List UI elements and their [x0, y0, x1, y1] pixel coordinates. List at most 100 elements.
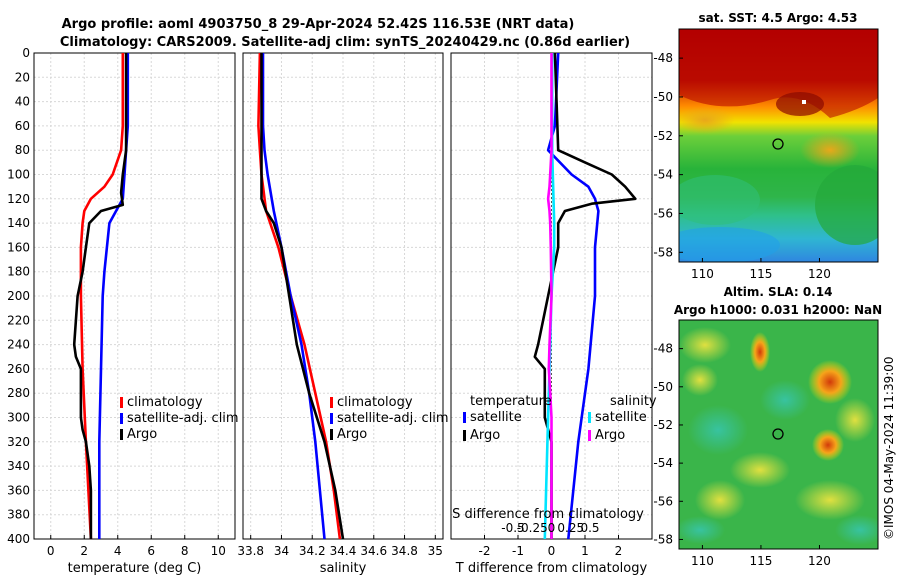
- sst-title: sat. SST: 4.5 Argo: 4.53: [698, 11, 857, 25]
- map-x-tick-label: 115: [749, 267, 772, 281]
- sla-title-line2: Argo h1000: 0.031 h2000: NaN: [674, 303, 882, 317]
- x-tick-label: 0: [47, 544, 55, 558]
- y-tick-label: 160: [7, 240, 30, 254]
- sla-title-line1: Altim. SLA: 0.14: [724, 285, 833, 299]
- legend-label: satellite: [595, 410, 647, 425]
- legend-label: Argo: [127, 427, 157, 442]
- x-tick-label: 2: [80, 544, 88, 558]
- sla-map: Altim. SLA: 0.14 Argo h1000: 0.031 h2000…: [653, 285, 882, 568]
- map-y-tick-label: -58: [653, 245, 673, 259]
- legend-label: satellite-adj. clim: [337, 411, 449, 426]
- legend-swatch: [120, 413, 123, 424]
- map-y-tick-label: -54: [653, 168, 673, 182]
- y-tick-label: 400: [7, 532, 30, 546]
- legend-swatch: [330, 397, 333, 408]
- watermark: ©IMOS 04-May-2024 11:39:00: [882, 356, 896, 540]
- y-tick-label: 20: [15, 70, 30, 84]
- y-tick-label: 340: [7, 459, 30, 473]
- series-line-argo: [72, 53, 128, 539]
- y-tick-label: 60: [15, 119, 30, 133]
- map-x-tick-label: 115: [749, 554, 772, 568]
- y-tick-label: 200: [7, 289, 30, 303]
- x-tick-label: 4: [114, 544, 122, 558]
- map-y-tick-label: -50: [653, 90, 673, 104]
- panel-2: 33.8 34 34.2 34.4 34.6 34.8 35 salinity climatol…: [237, 52, 449, 576]
- x-tick-label: 2: [615, 544, 623, 558]
- y-tick-label: 220: [7, 313, 30, 327]
- legend-swatch: [463, 412, 466, 423]
- y-tick-label: 300: [7, 411, 30, 425]
- x-tick-label: 8: [181, 544, 189, 558]
- legend-swatch: [463, 430, 466, 441]
- x-tick-label-top: 0.5: [580, 521, 599, 535]
- y-tick-label: 380: [7, 508, 30, 522]
- series-line-climatology: [79, 53, 125, 540]
- x-tick-label: 10: [211, 544, 226, 558]
- y-tick-label: 360: [7, 483, 30, 497]
- sla-argo-marker: [772, 428, 784, 440]
- series-line-argo: [260, 53, 345, 540]
- map-x-tick-label: 110: [691, 267, 714, 281]
- map-y-tick-label: -48: [653, 342, 673, 356]
- x-tick-label: 34.2: [299, 544, 326, 558]
- y-tick-label: 280: [7, 386, 30, 400]
- x-tick-label: 35: [428, 544, 443, 558]
- x-tick-label: -1: [512, 544, 524, 558]
- main-title-line2: Climatology: CARS2009. Satellite-adj cli…: [60, 35, 630, 50]
- x-tick-label: 0: [548, 544, 556, 558]
- main-title-line1: Argo profile: aoml 4903750_8 29-Apr-2024…: [62, 17, 575, 32]
- legend-label: Argo: [337, 427, 367, 442]
- x-tick-label: 6: [147, 544, 155, 558]
- x-tick-label-top: 0.25: [557, 521, 584, 535]
- legend-swatch: [120, 397, 123, 408]
- profile-panels: 0 2 4 6 8 10020406080100120140160180200220240…: [7, 46, 657, 576]
- legend-label: Argo: [470, 428, 500, 443]
- legend-label: Argo: [595, 428, 625, 443]
- legend-temperature-header: temperature: [470, 394, 552, 409]
- x-tick-label: 34.4: [330, 544, 357, 558]
- x-tick-label: -2: [479, 544, 491, 558]
- map-x-tick-label: 120: [808, 267, 831, 281]
- y-tick-label: 240: [7, 338, 30, 352]
- legend-label: climatology: [337, 395, 413, 410]
- map-y-tick-label: -52: [653, 129, 673, 143]
- x-tick-label-top: 0: [548, 521, 556, 535]
- map-y-tick-label: -52: [653, 418, 673, 432]
- x-axis-label-top: S difference from climatology: [452, 507, 644, 522]
- legend-label: satellite-adj. clim: [127, 411, 239, 426]
- x-tick-label-top: -0.25: [517, 521, 548, 535]
- x-tick-label: 34.6: [360, 544, 387, 558]
- map-y-tick-label: -48: [653, 51, 673, 65]
- legend-label: climatology: [127, 395, 203, 410]
- map-y-tick-label: -54: [653, 456, 673, 470]
- y-tick-label: 100: [7, 168, 30, 182]
- y-tick-label: 0: [22, 46, 30, 60]
- series-line-temperature-argo: [533, 52, 637, 539]
- legend-swatch: [120, 429, 123, 440]
- map-x-tick-label: 110: [691, 554, 714, 568]
- y-tick-label: 80: [15, 143, 30, 157]
- y-tick-label: 320: [7, 435, 30, 449]
- x-tick-label: 1: [581, 544, 589, 558]
- y-tick-label: 180: [7, 265, 30, 279]
- y-tick-label: 140: [7, 216, 30, 230]
- x-axis-label: salinity: [320, 561, 367, 576]
- map-y-tick-label: -56: [653, 206, 673, 220]
- map-y-tick-label: -58: [653, 532, 673, 546]
- series-line-salinity-satellite: [543, 53, 556, 540]
- x-tick-label: 33.8: [237, 544, 264, 558]
- y-tick-label: 120: [7, 192, 30, 206]
- panel-3: -2 -1 0 1 2 T difference from climatology temp…: [450, 52, 657, 576]
- x-axis-label: temperature (deg C): [68, 561, 202, 576]
- legend-swatch: [588, 430, 591, 441]
- sst-argo-marker: [772, 138, 784, 150]
- legend-salinity-header: salinity: [610, 394, 657, 409]
- x-axis-label: T difference from climatology: [455, 561, 648, 576]
- legend-swatch: [330, 429, 333, 440]
- map-y-tick-label: -56: [653, 494, 673, 508]
- x-tick-label: 34.8: [391, 544, 418, 558]
- legend-swatch: [588, 412, 591, 423]
- x-tick-label: 34: [274, 544, 289, 558]
- map-y-tick-label: -50: [653, 380, 673, 394]
